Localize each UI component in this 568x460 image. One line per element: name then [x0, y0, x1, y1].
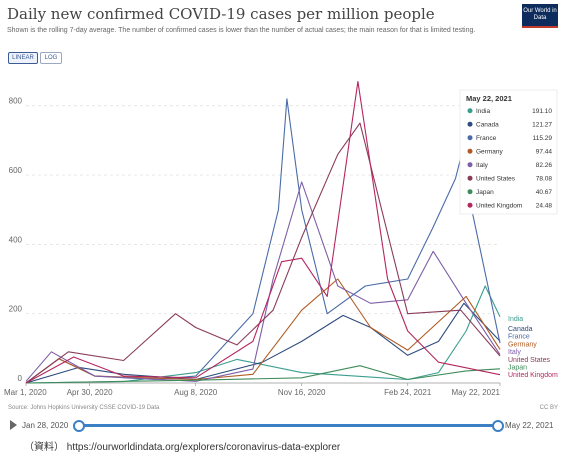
series-line-france [25, 98, 501, 384]
series-line-united-states [25, 122, 501, 384]
chart-title: Daily new confirmed COVID-19 cases per m… [7, 5, 435, 23]
log-scale-button[interactable]: LOG [40, 52, 62, 64]
chart-subtitle: Shown is the rolling 7-day average. The … [7, 27, 476, 34]
legend-value: 191.10 [532, 108, 552, 115]
legend-name: Italy [476, 162, 489, 169]
legend-dot [467, 189, 473, 195]
legend-dot [467, 202, 473, 208]
legend-dot [467, 135, 473, 141]
x-tick-label: Feb 24, 2021 [384, 388, 432, 397]
license-link[interactable]: CC BY [539, 405, 558, 411]
footnote-url: （資料） https://ourworldindata.org/explorer… [24, 442, 341, 453]
legend-name: Canada [476, 122, 499, 129]
timeline-start-handle[interactable] [73, 420, 85, 432]
legend-value: 97.44 [536, 149, 553, 156]
timeline-end-date: May 22, 2021 [505, 421, 554, 430]
legend-name: United States [476, 176, 516, 183]
series-line-canada [25, 302, 501, 384]
legend-value: 115.29 [533, 135, 553, 142]
legend-name: India [476, 108, 490, 115]
y-tick-label: 800 [9, 97, 23, 106]
legend-date: May 22, 2021 [466, 94, 512, 103]
x-tick-label: Apr 30, 2020 [67, 388, 113, 397]
legend-name: United Kingdom [476, 203, 522, 210]
linear-scale-button[interactable]: LINEAR [8, 52, 38, 64]
series-line-japan [25, 365, 501, 384]
legend-name: Japan [476, 189, 494, 196]
series-line-italy [25, 181, 501, 382]
y-tick-label: 0 [18, 374, 23, 383]
y-tick-label: 600 [9, 166, 23, 175]
x-tick-label: Mar 1, 2020 [4, 388, 47, 397]
legend-dot [467, 175, 473, 181]
end-label-united-states: United States [508, 357, 551, 364]
series-line-germany [25, 278, 501, 384]
y-tick-label: 400 [9, 235, 23, 244]
owid-logo[interactable]: Our World in Data [522, 4, 558, 28]
series-line-united-kingdom [25, 80, 501, 384]
legend-value: 121.27 [532, 122, 552, 129]
legend-box [459, 89, 558, 215]
end-label-france: France [508, 334, 530, 341]
legend-dot [467, 148, 473, 154]
end-label-canada: Canada [508, 326, 533, 333]
timeline-track[interactable] [78, 424, 498, 427]
legend-dot [467, 162, 473, 168]
end-label-india: India [508, 316, 523, 323]
x-tick-label: Nov 16, 2020 [278, 388, 326, 397]
legend-name: Germany [476, 149, 503, 156]
legend-name: France [476, 135, 497, 142]
legend-value: 40.67 [536, 189, 553, 196]
play-icon[interactable] [10, 420, 17, 430]
end-label-united-kingdom: United Kingdom [508, 372, 558, 379]
legend-dot [467, 121, 473, 127]
legend-value: 24.48 [536, 203, 553, 210]
source-note: Source: Johns Hopkins University CSSE CO… [8, 405, 160, 411]
x-tick-label: Aug 8, 2020 [174, 388, 218, 397]
timeline-end-handle[interactable] [492, 420, 504, 432]
legend-dot [467, 108, 473, 114]
end-label-italy: Italy [508, 349, 521, 356]
timeline-start-date: Jan 28, 2020 [22, 421, 69, 430]
end-label-japan: Japan [508, 365, 527, 372]
y-tick-label: 200 [9, 305, 23, 314]
legend-value: 82.26 [536, 162, 553, 169]
legend-value: 78.08 [536, 176, 553, 183]
series-line-india [25, 285, 501, 384]
end-label-germany: Germany [508, 341, 537, 348]
x-tick-label: May 22, 2021 [452, 388, 501, 397]
